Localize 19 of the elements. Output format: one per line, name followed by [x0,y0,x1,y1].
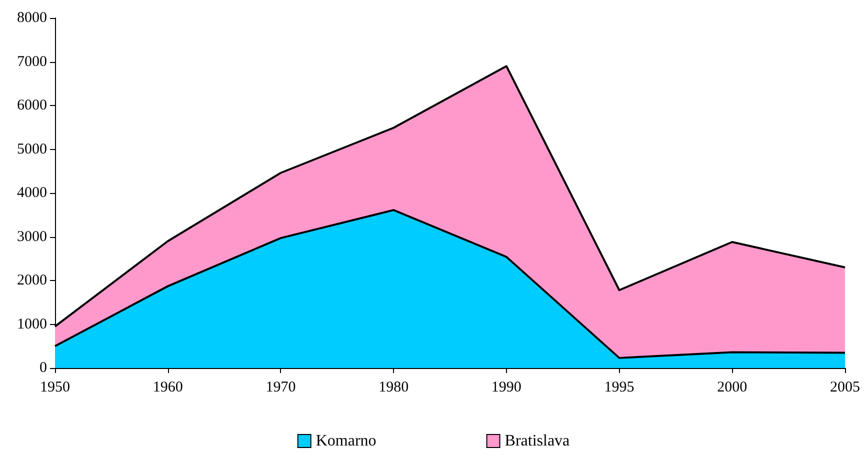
x-tick-label: 1950 [40,380,70,396]
legend-label: Komarno [316,432,376,450]
x-tick-label: 1995 [604,380,634,396]
y-tick-label: 3000 [17,228,47,245]
x-tick-label: 2005 [830,380,860,396]
y-tick-label: 2000 [17,272,47,288]
y-tick-label: 8000 [17,10,47,26]
y-tick-label: 0 [40,360,47,376]
x-tick-label: 1970 [266,380,296,396]
x-tick-label: 1990 [491,380,522,396]
x-tick-label: 2000 [717,380,748,396]
y-tick-label: 7000 [17,54,47,70]
x-tick-label: 1980 [378,380,409,396]
legend-label: Bratislava [504,432,570,450]
x-tick-label: 1960 [152,380,183,396]
y-tick-label: 6000 [17,98,47,114]
y-tick-label: 5000 [17,141,47,158]
y-tick-label: 4000 [17,185,47,201]
y-tick-label: 1000 [17,316,47,332]
